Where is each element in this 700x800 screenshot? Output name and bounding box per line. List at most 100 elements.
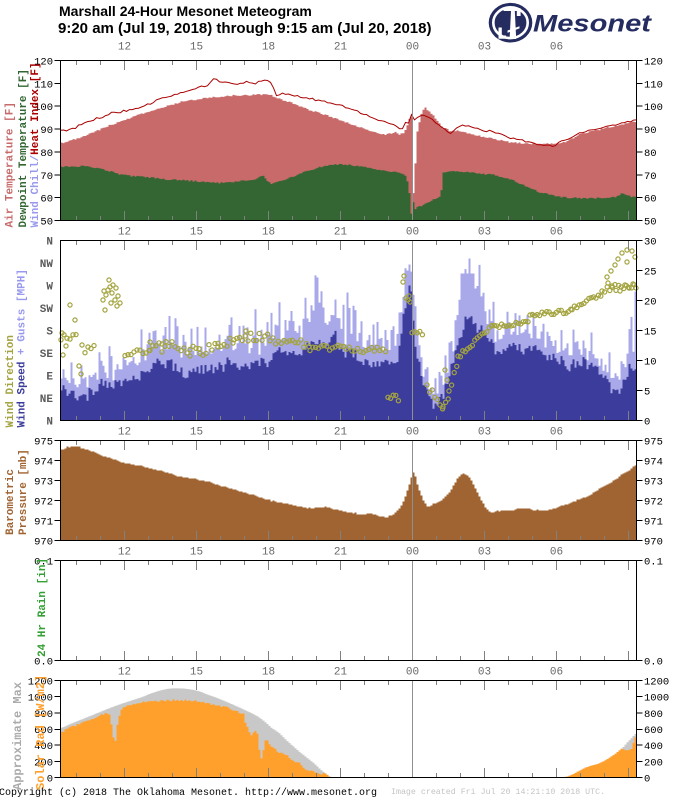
svg-text:03: 03	[478, 427, 491, 439]
svg-text:90: 90	[644, 125, 657, 137]
svg-text:12: 12	[118, 547, 131, 559]
svg-text:972: 972	[34, 497, 53, 509]
svg-text:0.0: 0.0	[34, 657, 53, 669]
svg-text:0: 0	[47, 774, 53, 786]
svg-text:03: 03	[478, 42, 491, 54]
svg-text:0: 0	[644, 774, 650, 786]
svg-text:50: 50	[40, 217, 53, 229]
svg-text:Dewpoint Temperature [F]: Dewpoint Temperature [F]	[18, 69, 30, 227]
svg-text:21: 21	[334, 227, 348, 239]
svg-text:1000: 1000	[644, 693, 669, 705]
svg-text:600: 600	[644, 725, 663, 737]
svg-text:974: 974	[34, 457, 53, 469]
svg-text:N: N	[46, 237, 53, 249]
svg-text:12: 12	[118, 227, 131, 239]
svg-text:1200: 1200	[28, 677, 53, 689]
svg-text:S: S	[46, 327, 53, 339]
svg-text:800: 800	[34, 709, 53, 721]
svg-text:E: E	[46, 372, 53, 384]
svg-text:06: 06	[550, 227, 563, 239]
svg-text:18: 18	[262, 547, 275, 559]
svg-text:60: 60	[40, 194, 53, 206]
svg-text:975: 975	[34, 437, 53, 449]
svg-text:SW: SW	[40, 304, 54, 316]
svg-text:Image created Fri Jul 20 14:21: Image created Fri Jul 20 14:21:10 2018 U…	[391, 787, 605, 797]
svg-text:Copyright (c) 2018 The Oklahom: Copyright (c) 2018 The Oklahoma Mesonet.…	[0, 787, 377, 799]
svg-text:18: 18	[262, 427, 275, 439]
svg-text:100: 100	[34, 102, 53, 114]
svg-text:12: 12	[118, 427, 131, 439]
svg-text:Air Temperature [F]: Air Temperature [F]	[5, 102, 17, 227]
svg-text:15: 15	[190, 227, 203, 239]
svg-text:W: W	[46, 282, 53, 294]
svg-text:06: 06	[550, 547, 563, 559]
svg-text:12: 12	[118, 42, 131, 54]
svg-text:975: 975	[644, 437, 663, 449]
svg-text:10: 10	[644, 357, 657, 369]
svg-text:03: 03	[478, 547, 491, 559]
svg-text:80: 80	[40, 148, 53, 160]
svg-text:1200: 1200	[644, 677, 669, 689]
svg-text:100: 100	[644, 102, 663, 114]
svg-text:00: 00	[406, 42, 419, 54]
svg-text:120: 120	[34, 57, 53, 69]
svg-text:Barometric: Barometric	[5, 469, 17, 535]
svg-text:110: 110	[644, 79, 663, 91]
svg-text:973: 973	[644, 477, 663, 489]
svg-text:15: 15	[190, 547, 203, 559]
svg-text:18: 18	[262, 227, 275, 239]
svg-text:200: 200	[34, 757, 53, 769]
svg-text:973: 973	[34, 477, 53, 489]
svg-text:Wind Direction: Wind Direction	[5, 335, 17, 427]
svg-text:21: 21	[334, 667, 348, 679]
svg-text:970: 970	[34, 537, 53, 549]
svg-text:03: 03	[478, 667, 491, 679]
svg-text:12: 12	[118, 667, 131, 679]
svg-text:970: 970	[644, 537, 663, 549]
svg-text:N: N	[46, 417, 53, 429]
svg-text:90: 90	[40, 125, 53, 137]
svg-text:971: 971	[644, 517, 663, 529]
svg-text:SE: SE	[40, 349, 54, 361]
svg-text:21: 21	[334, 547, 348, 559]
svg-text:400: 400	[34, 741, 53, 753]
svg-text:Solar Rad [W/m2]: Solar Rad [W/m2]	[34, 675, 48, 790]
svg-text:00: 00	[406, 427, 419, 439]
svg-text:20: 20	[644, 297, 657, 309]
svg-text:24 Hr Rain [in]: 24 Hr Rain [in]	[37, 558, 49, 657]
svg-text:600: 600	[34, 725, 53, 737]
svg-text:70: 70	[40, 171, 53, 183]
svg-text:974: 974	[644, 457, 663, 469]
svg-text:00: 00	[406, 547, 419, 559]
svg-text:18: 18	[262, 42, 275, 54]
svg-text:70: 70	[644, 171, 657, 183]
svg-text:Wind Chill/Heat Index [F]: Wind Chill/Heat Index [F]	[30, 62, 42, 227]
svg-text:03: 03	[478, 227, 491, 239]
svg-text:0.0: 0.0	[644, 657, 663, 669]
svg-text:972: 972	[644, 497, 663, 509]
svg-text:30: 30	[644, 237, 657, 249]
svg-text:00: 00	[406, 667, 419, 679]
svg-text:06: 06	[550, 42, 563, 54]
svg-text:0: 0	[644, 417, 650, 429]
svg-text:5: 5	[644, 387, 650, 399]
svg-text:80: 80	[644, 148, 657, 160]
svg-text:9:20 am (Jul 19, 2018) through: 9:20 am (Jul 19, 2018) through 9:15 am (…	[58, 20, 432, 37]
svg-text:15: 15	[190, 427, 203, 439]
svg-text:NW: NW	[40, 259, 54, 271]
svg-text:60: 60	[644, 194, 657, 206]
svg-text:120: 120	[644, 57, 663, 69]
svg-text:15: 15	[190, 667, 203, 679]
svg-text:Wind Speed + Gusts [MPH]: Wind Speed + Gusts [MPH]	[17, 269, 29, 427]
svg-text:0.1: 0.1	[644, 557, 663, 569]
svg-text:Marshall 24-Hour Mesonet Meteo: Marshall 24-Hour Mesonet Meteogram	[59, 3, 312, 19]
svg-text:06: 06	[550, 667, 563, 679]
svg-text:21: 21	[334, 427, 348, 439]
svg-text:400: 400	[644, 741, 663, 753]
svg-text:0.1: 0.1	[34, 557, 53, 569]
svg-text:971: 971	[34, 517, 53, 529]
svg-text:18: 18	[262, 667, 275, 679]
svg-text:NE: NE	[40, 394, 54, 406]
svg-text:1000: 1000	[28, 693, 53, 705]
svg-text:25: 25	[644, 267, 657, 279]
